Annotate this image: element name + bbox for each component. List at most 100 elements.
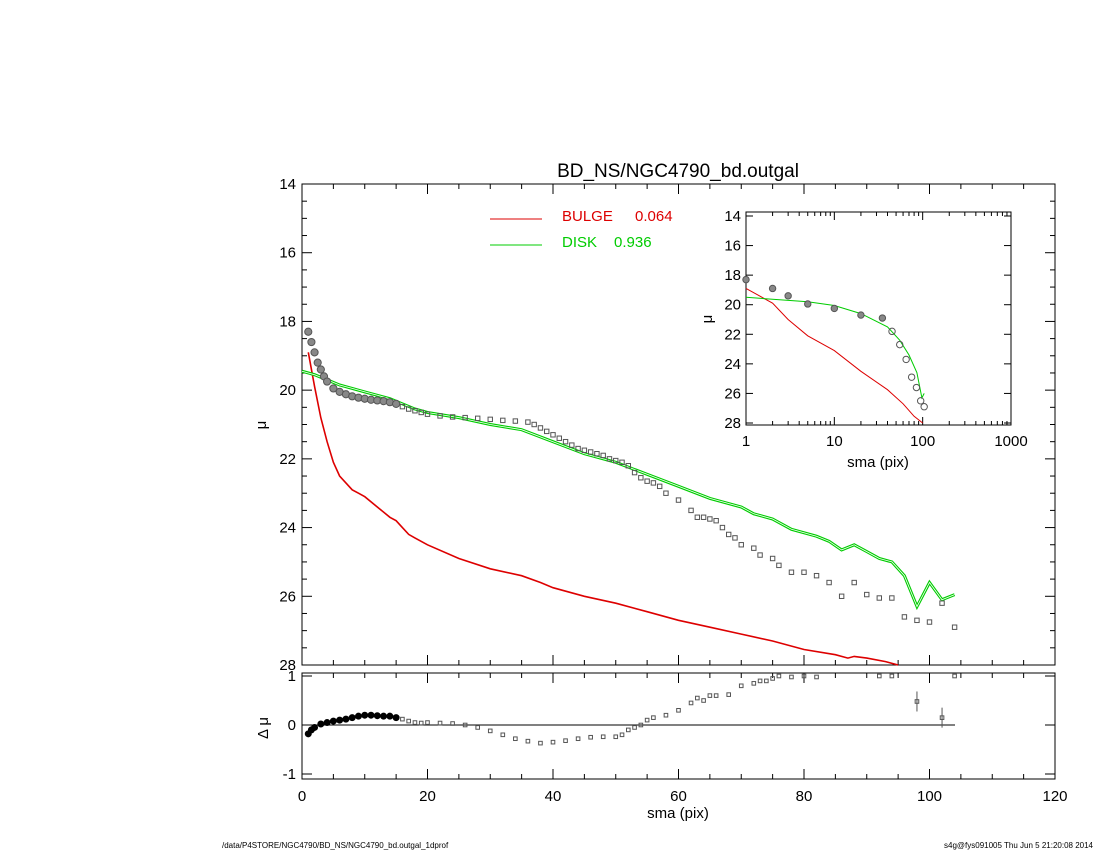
residual-point <box>380 712 388 720</box>
main-y-tick-label: 16 <box>279 245 296 262</box>
residual-point <box>412 720 418 725</box>
main-x-tick-group <box>301 184 1056 665</box>
main-y-tick-group: 14 16 18 20 22 24 26 28 <box>279 176 1055 674</box>
residual-point <box>513 736 518 742</box>
residual-x-tick-label: 120 <box>1042 788 1067 805</box>
inset-y-tick-label: 24 <box>724 356 741 373</box>
data-point <box>525 419 531 425</box>
residual-point <box>914 699 920 704</box>
residual-x-tick-label: 20 <box>419 788 436 805</box>
main-y-tick-label: 22 <box>279 451 296 468</box>
residual-point <box>738 683 744 689</box>
inset-series-line-disk <box>745 296 925 400</box>
residual-point <box>952 673 957 679</box>
inset-data-point <box>830 304 839 313</box>
main-y-tick-label: 18 <box>279 313 296 330</box>
data-point <box>826 579 832 586</box>
residual-point <box>367 711 375 719</box>
residual-point <box>751 681 757 686</box>
data-point <box>424 411 431 417</box>
main-y-tick-label: 26 <box>279 588 296 605</box>
residual-point <box>550 739 556 745</box>
data-point <box>449 414 456 420</box>
residual-point <box>418 720 424 726</box>
residual-point <box>644 717 650 723</box>
inset-series-group <box>745 287 925 424</box>
inset-data-point <box>857 311 865 319</box>
inset-y-tick-label: 22 <box>724 326 741 343</box>
data-point <box>487 416 493 423</box>
data-point <box>437 413 443 419</box>
residual-point <box>770 676 775 681</box>
data-point <box>313 358 322 367</box>
data-point <box>656 483 663 490</box>
residual-point <box>538 740 543 746</box>
residual-point <box>386 712 394 720</box>
inset-plot-frame <box>745 211 1012 426</box>
data-point <box>462 414 468 421</box>
inset-y-tick-label: 20 <box>724 297 741 314</box>
inset-data-point <box>912 383 921 392</box>
data-point <box>500 417 506 424</box>
residual-x-tick-label: 80 <box>796 788 813 805</box>
data-point <box>864 591 870 598</box>
chart-title: BD_NS/NGC4790_bd.outgal <box>557 161 799 182</box>
footer-timestamp: s4g@fys091005 Thu Jun 5 21:20:08 2014 <box>944 841 1094 850</box>
residual-point <box>311 723 319 731</box>
data-point <box>838 593 845 599</box>
data-point <box>751 545 757 551</box>
inset-x-tick-group: 1 10 100 1000 <box>742 212 1028 450</box>
legend-value-disk: 0.936 <box>614 234 652 251</box>
inset-data-point <box>902 355 910 364</box>
data-point <box>310 348 319 357</box>
residual-point <box>638 722 644 728</box>
data-point <box>876 595 882 601</box>
data-point <box>663 490 669 496</box>
data-point <box>813 572 820 579</box>
residual-point <box>575 736 581 742</box>
residual-point <box>651 715 656 720</box>
data-point <box>914 617 920 624</box>
data-point <box>594 451 600 457</box>
data-point <box>726 531 732 538</box>
data-point <box>644 478 650 484</box>
data-point <box>412 408 418 414</box>
data-point <box>600 452 606 459</box>
inset-data-point <box>896 340 904 349</box>
inset-data-point <box>878 314 887 322</box>
residual-point <box>889 673 895 679</box>
residual-point <box>525 738 531 744</box>
data-point <box>694 514 701 520</box>
residual-point <box>619 732 625 738</box>
inset-x-tick-label: 1 <box>742 433 750 450</box>
residual-point <box>406 718 411 724</box>
data-point <box>619 459 625 465</box>
data-point <box>575 445 581 452</box>
main-profile-panel: BD_NS/NGC4790_bd.outgal μ 14 16 18 20 22 24 26… <box>253 161 1056 674</box>
data-point <box>329 384 338 393</box>
residual-point <box>814 674 819 680</box>
residual-x-tick-label: 100 <box>917 788 942 805</box>
data-point <box>700 514 707 520</box>
inset-x-axis-label: sma (pix) <box>847 454 909 471</box>
inset-data-point <box>920 403 928 411</box>
inset-data-point <box>888 327 896 336</box>
residual-y-tick-label: -1 <box>283 766 296 783</box>
inset-y-tick-group: 14 16 18 20 22 24 26 28 <box>724 208 1011 432</box>
residual-point <box>877 673 882 679</box>
data-point <box>587 449 594 455</box>
inset-log-panel: μ sma (pix) 14 16 18 20 22 24 26 28 1 10 100 1000 <box>699 208 1028 471</box>
data-point <box>475 415 481 422</box>
data-point <box>901 614 908 620</box>
inset-data-point <box>916 397 925 405</box>
series-line-disk-core <box>301 370 955 608</box>
data-point <box>613 457 619 464</box>
residual-point <box>613 734 619 740</box>
main-data-points-group <box>304 327 958 630</box>
residual-point <box>789 674 794 680</box>
data-point <box>926 619 933 625</box>
main-y-tick-label: 28 <box>279 657 296 674</box>
inset-y-tick-label: 16 <box>724 238 741 255</box>
inset-y-tick-label: 28 <box>724 415 741 432</box>
